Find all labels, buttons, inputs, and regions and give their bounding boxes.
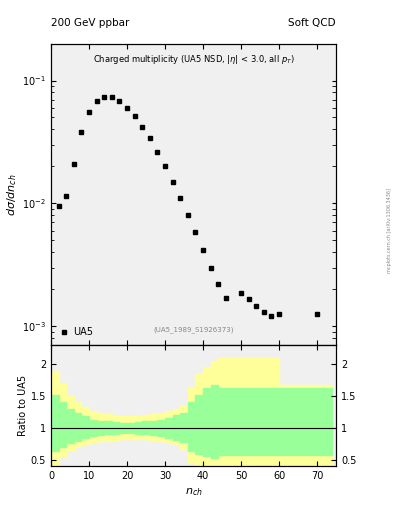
Text: Soft QCD: Soft QCD — [288, 18, 336, 28]
Text: 200 GeV ppbar: 200 GeV ppbar — [51, 18, 129, 28]
Legend: UA5: UA5 — [56, 325, 96, 340]
Text: (UA5_1989_S1926373): (UA5_1989_S1926373) — [153, 327, 234, 333]
Y-axis label: $d\sigma/dn_{ch}$: $d\sigma/dn_{ch}$ — [6, 173, 20, 216]
Y-axis label: Ratio to UA5: Ratio to UA5 — [18, 375, 28, 436]
Text: Charged multiplicity (UA5 NSD, $|\eta|$ < 3.0, all $p_T$): Charged multiplicity (UA5 NSD, $|\eta|$ … — [93, 53, 294, 66]
Text: mcplots.cern.ch [arXiv:1306.3436]: mcplots.cern.ch [arXiv:1306.3436] — [387, 188, 392, 273]
X-axis label: $n_{ch}$: $n_{ch}$ — [185, 486, 202, 498]
